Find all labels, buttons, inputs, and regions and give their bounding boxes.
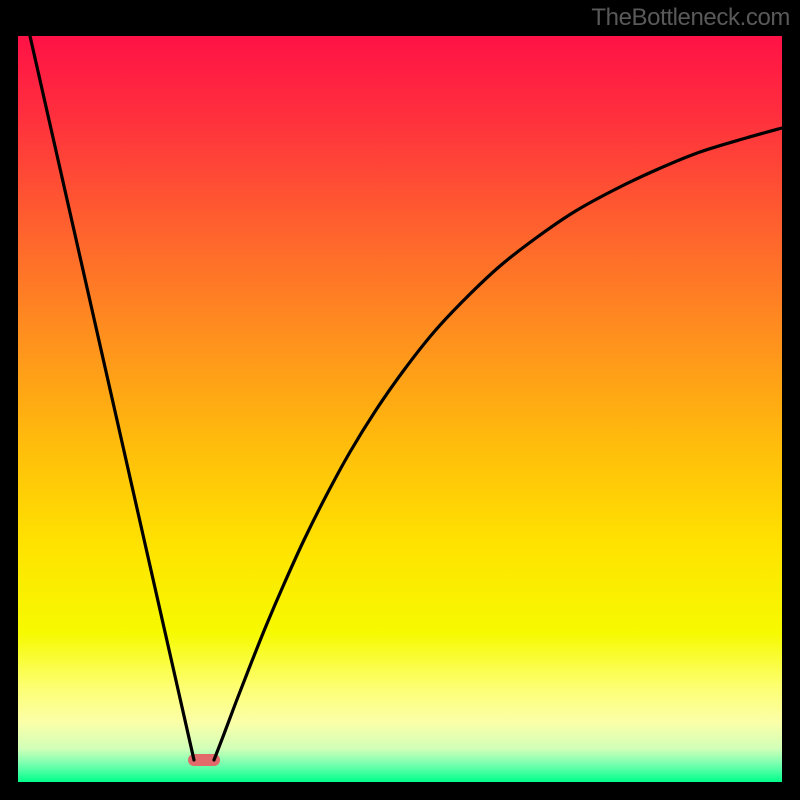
attribution-text: TheBottleneck.com bbox=[591, 4, 790, 32]
plot-background bbox=[18, 36, 782, 782]
border-right bbox=[782, 0, 800, 800]
bottleneck-chart bbox=[0, 0, 800, 800]
chart-container: TheBottleneck.com bbox=[0, 0, 800, 800]
border-bottom bbox=[0, 782, 800, 800]
border-left bbox=[0, 0, 18, 800]
